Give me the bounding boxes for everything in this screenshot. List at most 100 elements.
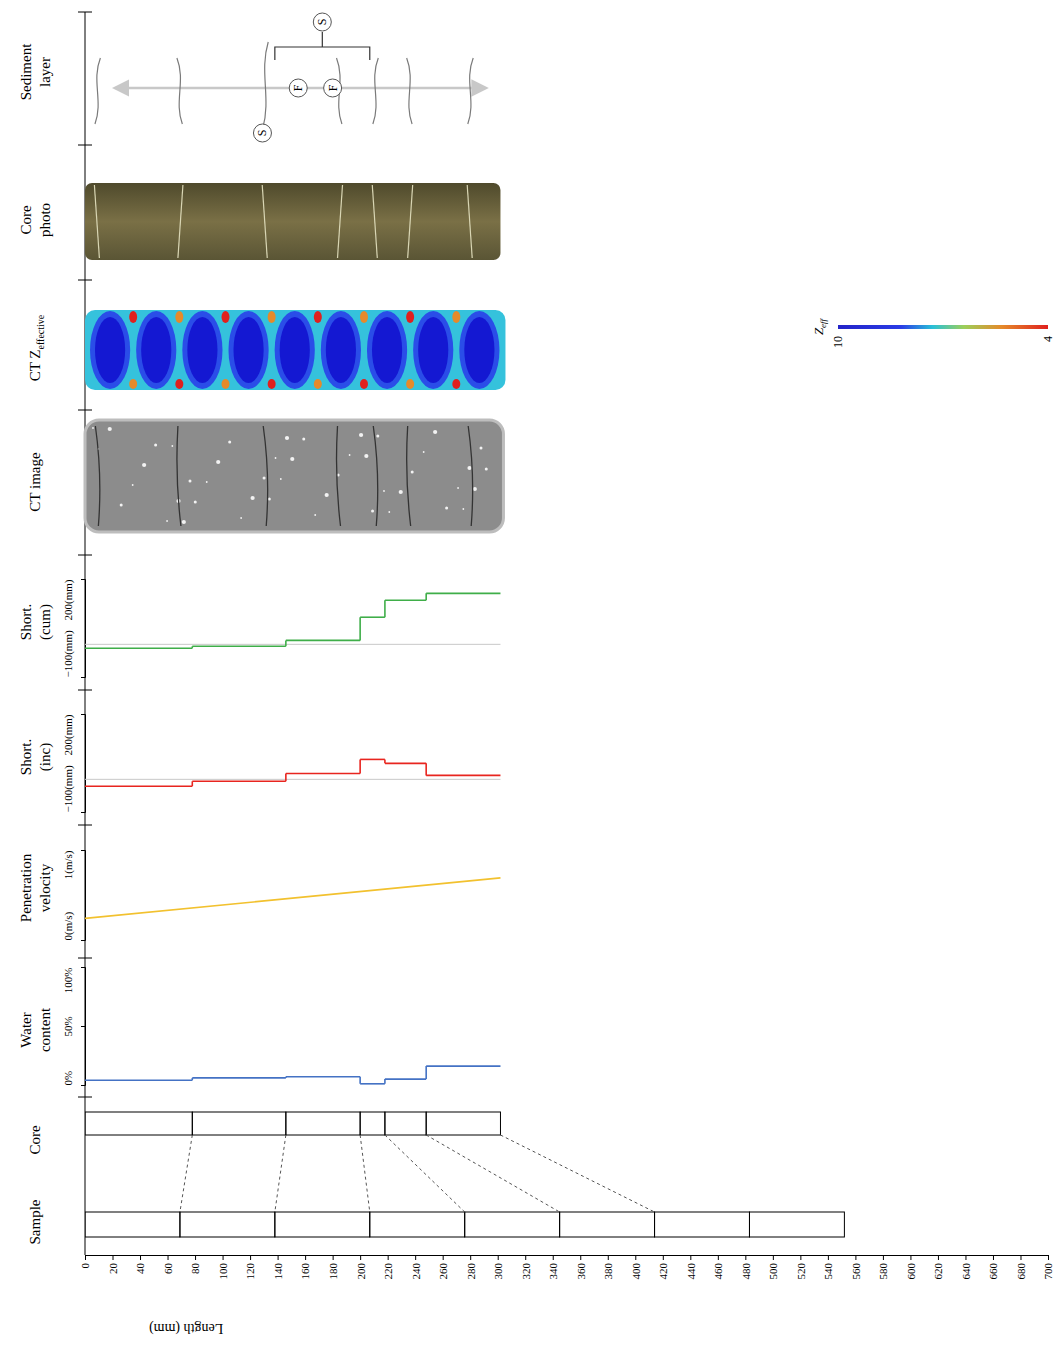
ct-speck (371, 510, 374, 513)
tick-mark (965, 1255, 966, 1260)
ct-speck (92, 427, 94, 429)
tick-label: 200(mm) (62, 579, 75, 620)
segment (180, 1212, 275, 1237)
depth-connector (426, 1135, 559, 1212)
tick-label: 340 (547, 1263, 559, 1280)
ct-speck (275, 457, 277, 459)
ct-speck (182, 520, 186, 524)
tick-label: 0(m/s) (62, 911, 75, 940)
ct-speck (194, 501, 197, 504)
panel-title: Short.(cum) (18, 604, 54, 640)
panel-title: Sedimentlayer (18, 43, 53, 100)
tick-label: 180 (327, 1263, 339, 1280)
tick: 120 (244, 1255, 256, 1280)
layer-badge (289, 79, 307, 97)
tick-label: 200(mm) (62, 714, 75, 755)
core-photo (85, 183, 500, 260)
tick-mark (883, 1255, 884, 1260)
tick: 280 (465, 1255, 477, 1280)
tick-label: 500 (767, 1263, 779, 1280)
tick: 180 (327, 1255, 339, 1280)
ct-speck (457, 487, 459, 489)
colorbar: 104Zeff (811, 317, 1056, 348)
tick-label: 240 (410, 1263, 422, 1280)
ct-crack (407, 426, 411, 526)
axis-line (81, 580, 86, 678)
value-axis: 0%50%100% (62, 968, 86, 1086)
step-segment (85, 785, 192, 787)
ct-speck (228, 441, 231, 444)
zeff-hot (406, 379, 414, 389)
tick: 520 (795, 1255, 807, 1280)
photo-crack (408, 185, 413, 258)
zeff-zone (90, 311, 130, 389)
reference-line (85, 779, 500, 780)
panel-title: Corephoto (18, 203, 53, 237)
ct-speck (280, 478, 282, 480)
tick: 220 (382, 1255, 394, 1280)
step-riser (359, 1077, 361, 1084)
ct-speck (480, 447, 483, 450)
panel-title-line: Core (27, 1125, 43, 1155)
layer-badge-label: F (326, 84, 340, 91)
panel-divider (78, 12, 92, 13)
ct-speck (423, 451, 425, 453)
length-axis: 0204060801001201401601802002202402602803… (79, 1255, 1054, 1280)
step-segment (385, 763, 426, 765)
ct-speck (349, 454, 351, 456)
zeff-core (418, 317, 448, 383)
panel-title-line: CT image (27, 452, 43, 512)
tick-mark (580, 1255, 581, 1260)
tick-mark (81, 940, 85, 941)
segment (385, 1112, 426, 1135)
tick: 620 (932, 1255, 944, 1280)
tick-mark (635, 1255, 636, 1260)
segment (465, 1212, 560, 1237)
zeff-hot (314, 311, 322, 323)
tick: 560 (850, 1255, 862, 1280)
step-segment (360, 759, 385, 761)
value-axis: 0(m/s)1(m/s) (62, 850, 86, 940)
tick-mark (140, 1255, 141, 1260)
tick: 20 (107, 1255, 119, 1274)
zeff-hot (221, 311, 229, 323)
zeff-hot (129, 311, 137, 323)
step-segment (85, 1079, 192, 1081)
layer-boundary (95, 58, 100, 124)
step-segment (192, 1077, 286, 1079)
tick-mark (223, 1255, 224, 1260)
step-series (85, 759, 500, 786)
layer-boundary (263, 42, 268, 128)
tick-mark (388, 1255, 389, 1260)
ct-speck (383, 490, 385, 492)
panel-title: Penetrationvelocity (18, 853, 53, 922)
zeff-hot (314, 379, 322, 389)
tick: 160 (299, 1255, 311, 1280)
zeff-core (187, 317, 217, 383)
photo-crack (178, 185, 183, 258)
step-segment (192, 780, 286, 782)
tick-mark (333, 1255, 334, 1260)
panel-title-line: Water (18, 1012, 34, 1047)
tick: 240 (410, 1255, 422, 1280)
zeff-zone (459, 311, 499, 389)
colorbar-bar (838, 325, 1048, 329)
tick-label: 260 (437, 1263, 449, 1280)
tick: −100(mm) (62, 630, 85, 677)
tick-label: −100(mm) (62, 630, 75, 677)
zeff-zone (228, 311, 268, 389)
ct-speck (251, 496, 255, 500)
ct-speck (290, 457, 294, 461)
tick: 200(mm) (62, 579, 85, 620)
tick-mark (305, 1255, 306, 1260)
tick-label: 120 (244, 1263, 256, 1280)
panel-title-line: velocity (37, 863, 53, 912)
tick-label: 20 (107, 1263, 119, 1275)
tick-label: 200 (354, 1263, 366, 1280)
step-riser (359, 759, 361, 773)
ct-crack (337, 426, 341, 526)
zeff-hot (406, 311, 414, 323)
ct-crack (95, 426, 99, 526)
ct-speck (171, 445, 173, 447)
tick: 680 (1015, 1255, 1027, 1280)
